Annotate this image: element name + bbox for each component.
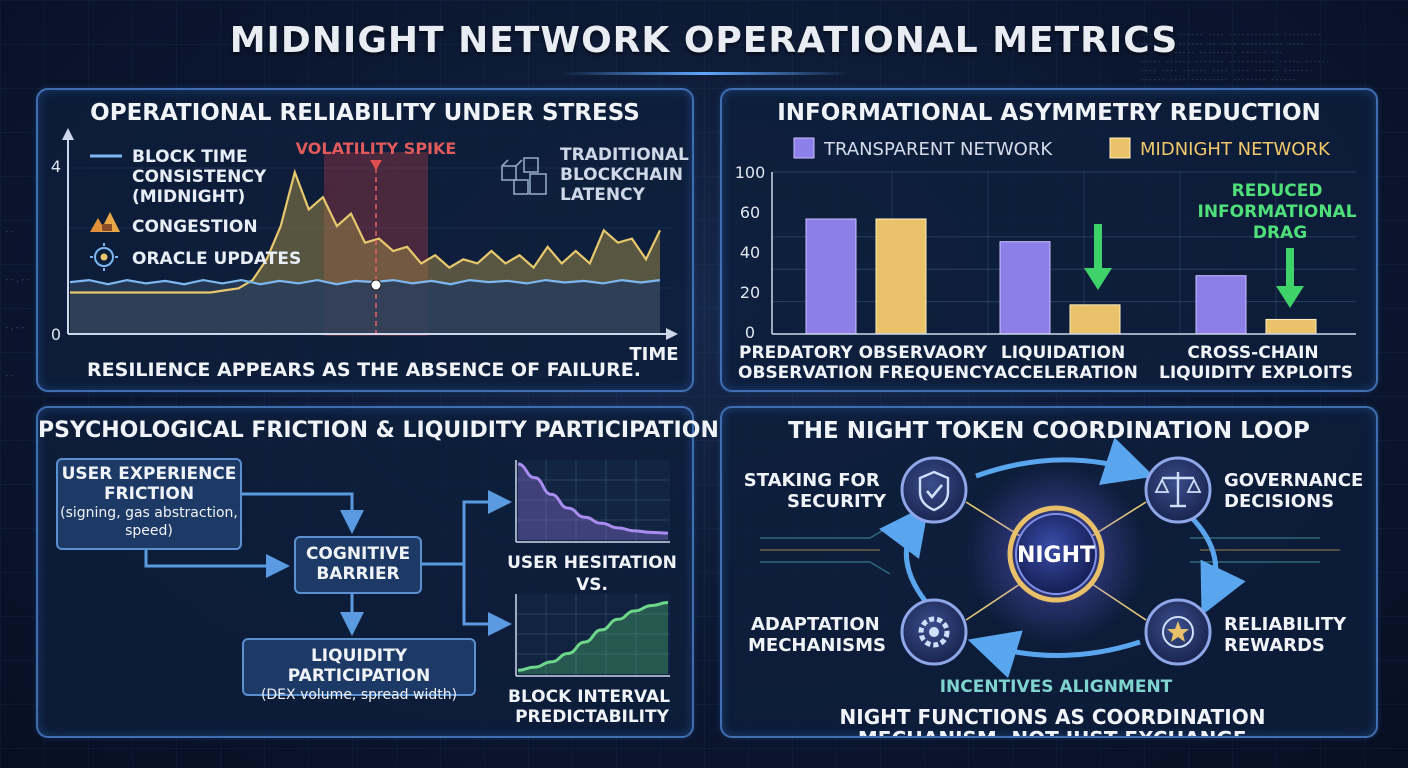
liquidity-participation-box: LIQUIDITY PARTICIPATION (DEX volume, spr… — [242, 638, 476, 703]
bar-transparent-0 — [805, 218, 857, 335]
loop-caption: NIGHT FUNCTIONS AS COORDINATION MECHANIS… — [840, 705, 1273, 736]
y-tick-100: 100 — [735, 163, 766, 182]
midnight-block-time-line — [69, 278, 661, 286]
y-tick-0: 0 — [745, 323, 755, 342]
asymmetry-chart: TRANSPARENT NETWORK MIDNIGHT NETWORK 100… — [735, 137, 1363, 383]
connector-ux-to-cognitive — [242, 492, 364, 534]
legend-transparent: TRANSPARENT NETWORK — [823, 139, 1053, 160]
y-tick-20: 20 — [740, 283, 760, 302]
bar-transparent-1 — [999, 241, 1051, 335]
connector-to-hesitation — [420, 490, 512, 566]
center-token-label: NIGHT — [1017, 543, 1095, 568]
liquidity-title: LIQUIDITY PARTICIPATION — [287, 646, 431, 686]
y-tick-zero: 0 — [51, 325, 61, 344]
predictability-curve — [517, 601, 669, 672]
ux-friction-title-2: FRICTION — [103, 484, 195, 504]
loop-arrow-right — [1188, 514, 1246, 616]
ux-friction-sub-2: speed) — [125, 523, 173, 539]
legend-swatch-midnight — [1109, 137, 1131, 159]
reliability-chart: 4 0 TIME VOLATILITY SPIKE BLOCK TIME CON… — [51, 128, 692, 381]
gear-icon — [900, 598, 968, 666]
congestion-icon — [90, 212, 120, 232]
scales-icon — [1144, 456, 1212, 524]
reliability-caption: RESILIENCE APPEARS AS THE ABSENCE OF FAI… — [87, 359, 641, 381]
y-tick-60: 60 — [740, 203, 760, 222]
reliability-title: OPERATIONAL RELIABILITY UNDER STRESS — [90, 100, 640, 126]
volatility-marker-point — [370, 279, 382, 291]
down-arrow-liquidation — [1084, 224, 1112, 290]
volatility-marker-arrow — [370, 160, 382, 170]
legend-traditional: TRADITIONAL BLOCKCHAIN LATENCY — [560, 145, 692, 205]
legend-block-time: BLOCK TIME CONSISTENCY (MIDNIGHT) — [132, 147, 272, 207]
loop-title: THE NIGHT TOKEN COORDINATION LOOP — [788, 418, 1310, 444]
y-axis-arrowhead — [62, 128, 74, 140]
friction-title: PSYCHOLOGICAL FRICTION & LIQUIDITY PARTI… — [38, 418, 719, 443]
hesitation-mini-chart — [515, 460, 670, 543]
shield-check-icon — [900, 456, 968, 524]
center-token-ring — [1007, 505, 1105, 603]
hesitation-label: USER HESITATION — [507, 553, 677, 573]
legend-congestion: CONGESTION — [132, 217, 258, 237]
bar-midnight-0 — [875, 218, 927, 335]
loop-arrow-top — [975, 437, 1155, 485]
cognitive-line-1: COGNITIVE — [305, 544, 411, 564]
category-label-predatory: PREDATORY OBSERVAORY OBSERVATION FREQUEN… — [738, 343, 995, 383]
page-title: MIDNIGHT NETWORK OPERATIONAL METRICS — [229, 20, 1179, 61]
reliability-panel: OPERATIONAL RELIABILITY UNDER STRESS — [36, 88, 694, 392]
decorative-code-left: -- --.-- -.-- -- — [4, 227, 32, 381]
hesitation-area — [518, 464, 668, 540]
category-label-crosschain: CROSS-CHAIN LIQUIDITY EXPLOITS — [1159, 343, 1353, 383]
liquidity-sub: (DEX volume, spread width) — [260, 687, 458, 703]
blockchain-cubes-icon — [501, 157, 547, 195]
star-badge-icon — [1144, 598, 1212, 666]
reliability-rewards-label: RELIABILITY REWARDS — [1224, 614, 1352, 656]
connector-to-predictability — [462, 564, 512, 636]
midnight-block-time-area — [70, 280, 660, 334]
predictability-mini-chart — [515, 594, 670, 677]
x-axis-label: TIME — [629, 344, 678, 365]
volatility-label: VOLATILITY SPIKE — [296, 139, 457, 158]
legend-midnight: MIDNIGHT NETWORK — [1140, 139, 1331, 160]
category-label-liquidation: LIQUIDATION ACCELERATION — [994, 343, 1138, 383]
down-arrow-crosschain — [1276, 248, 1304, 308]
decorative-code-right: -------- ------ ---- ------------ ------… — [1140, 31, 1330, 84]
loop-arrow-bottom — [967, 630, 1141, 679]
title-underline — [560, 72, 850, 75]
y-tick-top: 4 — [51, 157, 61, 176]
traditional-latency-line — [70, 168, 661, 294]
governance-label: GOVERNANCE DECISIONS — [1224, 470, 1370, 512]
cognitive-barrier-box: COGNITIVE BARRIER — [294, 536, 422, 594]
y-tick-40: 40 — [740, 243, 760, 262]
legend-oracle: ORACLE UPDATES — [132, 249, 301, 269]
cognitive-line-2: BARRIER — [316, 564, 400, 584]
asymmetry-title: INFORMATIONAL ASYMMETRY REDUCTION — [777, 100, 1321, 126]
legend-swatch-transparent — [793, 137, 815, 159]
connector-ux-to-cognitive-low — [144, 550, 290, 578]
loop-diagram: NIGHT STAKING FOR SECURITY GOVERNANCE DE… — [744, 437, 1370, 736]
ux-friction-sub-1: (signing, gas abstraction, — [60, 505, 238, 521]
asymmetry-bars — [805, 218, 1317, 335]
drag-label: REDUCED INFORMATIONAL DRAG — [1198, 181, 1363, 243]
staking-label: STAKING FOR SECURITY — [744, 470, 887, 512]
adaptation-label: ADAPTATION MECHANISMS — [748, 614, 886, 656]
bar-midnight-1 — [1069, 304, 1121, 335]
vs-label: VS. — [576, 575, 608, 595]
oracle-icon — [90, 243, 118, 271]
friction-diagram: USER HESITATION VS. BLOCK INTERVAL PREDI… — [144, 460, 677, 727]
hesitation-curve — [517, 462, 669, 535]
bar-midnight-2 — [1265, 318, 1317, 335]
center-token — [1015, 513, 1097, 595]
bar-transparent-2 — [1195, 275, 1247, 335]
alignment-label: INCENTIVES ALIGNMENT — [940, 677, 1173, 697]
loop-arrow-left — [879, 503, 929, 604]
ux-friction-box: USER EXPERIENCE FRICTION (signing, gas a… — [56, 458, 242, 550]
predictability-label: BLOCK INTERVAL PREDICTABILITY — [508, 687, 676, 727]
x-axis-arrowhead — [666, 328, 678, 340]
ux-friction-title-1: USER EXPERIENCE — [61, 464, 237, 484]
